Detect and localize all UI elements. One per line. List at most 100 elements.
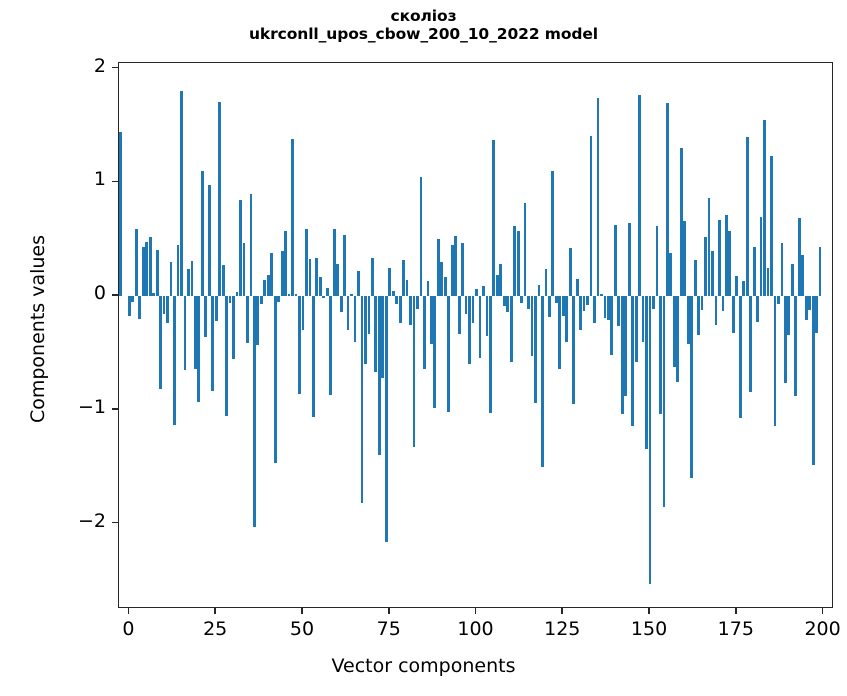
bar (700, 296, 704, 310)
bar (554, 296, 558, 303)
bar (704, 237, 707, 297)
bar (141, 247, 145, 297)
bar (815, 296, 819, 333)
bar (256, 296, 260, 346)
x-tick-mark (214, 608, 216, 614)
bar (589, 135, 593, 297)
bar (367, 296, 371, 334)
bar (287, 293, 291, 297)
bar (749, 296, 753, 392)
x-tick-mark (474, 608, 477, 614)
bar (218, 101, 222, 297)
bar (683, 221, 687, 297)
bar (551, 171, 555, 297)
bar (731, 296, 735, 333)
bar (534, 296, 537, 404)
bar (725, 215, 728, 297)
bar (259, 296, 263, 305)
bar (211, 296, 215, 391)
bar (232, 296, 235, 359)
x-tick-label: 200 (804, 618, 841, 640)
bar (770, 156, 773, 297)
chart-title: сколіоз ukrconll_upos_cbow_200_10_2022 m… (0, 7, 847, 44)
bar (318, 276, 322, 297)
bar (780, 242, 784, 297)
bar (620, 296, 624, 415)
bar (759, 216, 763, 297)
bar (225, 296, 228, 416)
bar (523, 202, 527, 297)
bar (280, 250, 284, 297)
bar (742, 281, 746, 297)
bar (176, 245, 180, 297)
bar (541, 296, 544, 467)
bar (325, 288, 329, 297)
bar (423, 296, 426, 369)
bar (697, 296, 700, 335)
bar (239, 199, 242, 297)
bar (804, 296, 808, 321)
chart-title-line-2: ukrconll_upos_cbow_200_10_2022 model (248, 24, 599, 43)
bar (426, 281, 430, 297)
bar (575, 279, 579, 297)
bar (811, 296, 815, 465)
bar (676, 296, 680, 382)
x-tick-label: 125 (544, 618, 581, 640)
bar (499, 264, 503, 297)
bar (221, 265, 225, 297)
bar (350, 293, 353, 297)
bars-container (119, 63, 832, 607)
bar (190, 260, 194, 297)
y-tick-label: 2 (93, 54, 106, 77)
bar (582, 296, 586, 311)
bar (707, 198, 711, 297)
bar (145, 241, 149, 297)
bar (242, 242, 246, 297)
bar (666, 102, 669, 297)
bar (478, 296, 482, 358)
bar (305, 229, 308, 297)
bar (252, 296, 256, 528)
bar (568, 248, 572, 297)
bar (405, 280, 409, 297)
bar (679, 148, 683, 297)
bar (548, 296, 551, 317)
bar (738, 296, 742, 418)
bar (332, 229, 336, 297)
bar (537, 284, 541, 297)
bar (249, 193, 253, 297)
bar (187, 268, 190, 297)
bar (377, 296, 381, 456)
bar (374, 296, 378, 373)
bar (329, 296, 333, 396)
bar (464, 296, 468, 315)
bar (412, 296, 416, 448)
bar (818, 247, 822, 297)
bar (197, 296, 201, 402)
bar (662, 296, 666, 507)
bar (690, 296, 694, 479)
bar (468, 296, 471, 365)
x-tick-mark (301, 608, 303, 614)
bar (485, 296, 489, 336)
bar (711, 250, 714, 297)
bar (495, 274, 499, 297)
bar (298, 296, 301, 394)
bar (169, 262, 173, 297)
bar (388, 267, 392, 297)
bar (655, 225, 659, 297)
bar (353, 296, 357, 342)
x-tick-mark (387, 608, 390, 614)
x-tick-mark (821, 608, 824, 614)
bar (336, 264, 340, 297)
bar (752, 247, 756, 297)
bar (492, 140, 496, 297)
chart-title-line-1: сколіоз (390, 7, 457, 25)
bar (263, 280, 267, 297)
bar (360, 296, 364, 504)
bar (506, 296, 510, 313)
bar (634, 296, 638, 363)
bar (398, 296, 402, 324)
bar (686, 296, 690, 344)
